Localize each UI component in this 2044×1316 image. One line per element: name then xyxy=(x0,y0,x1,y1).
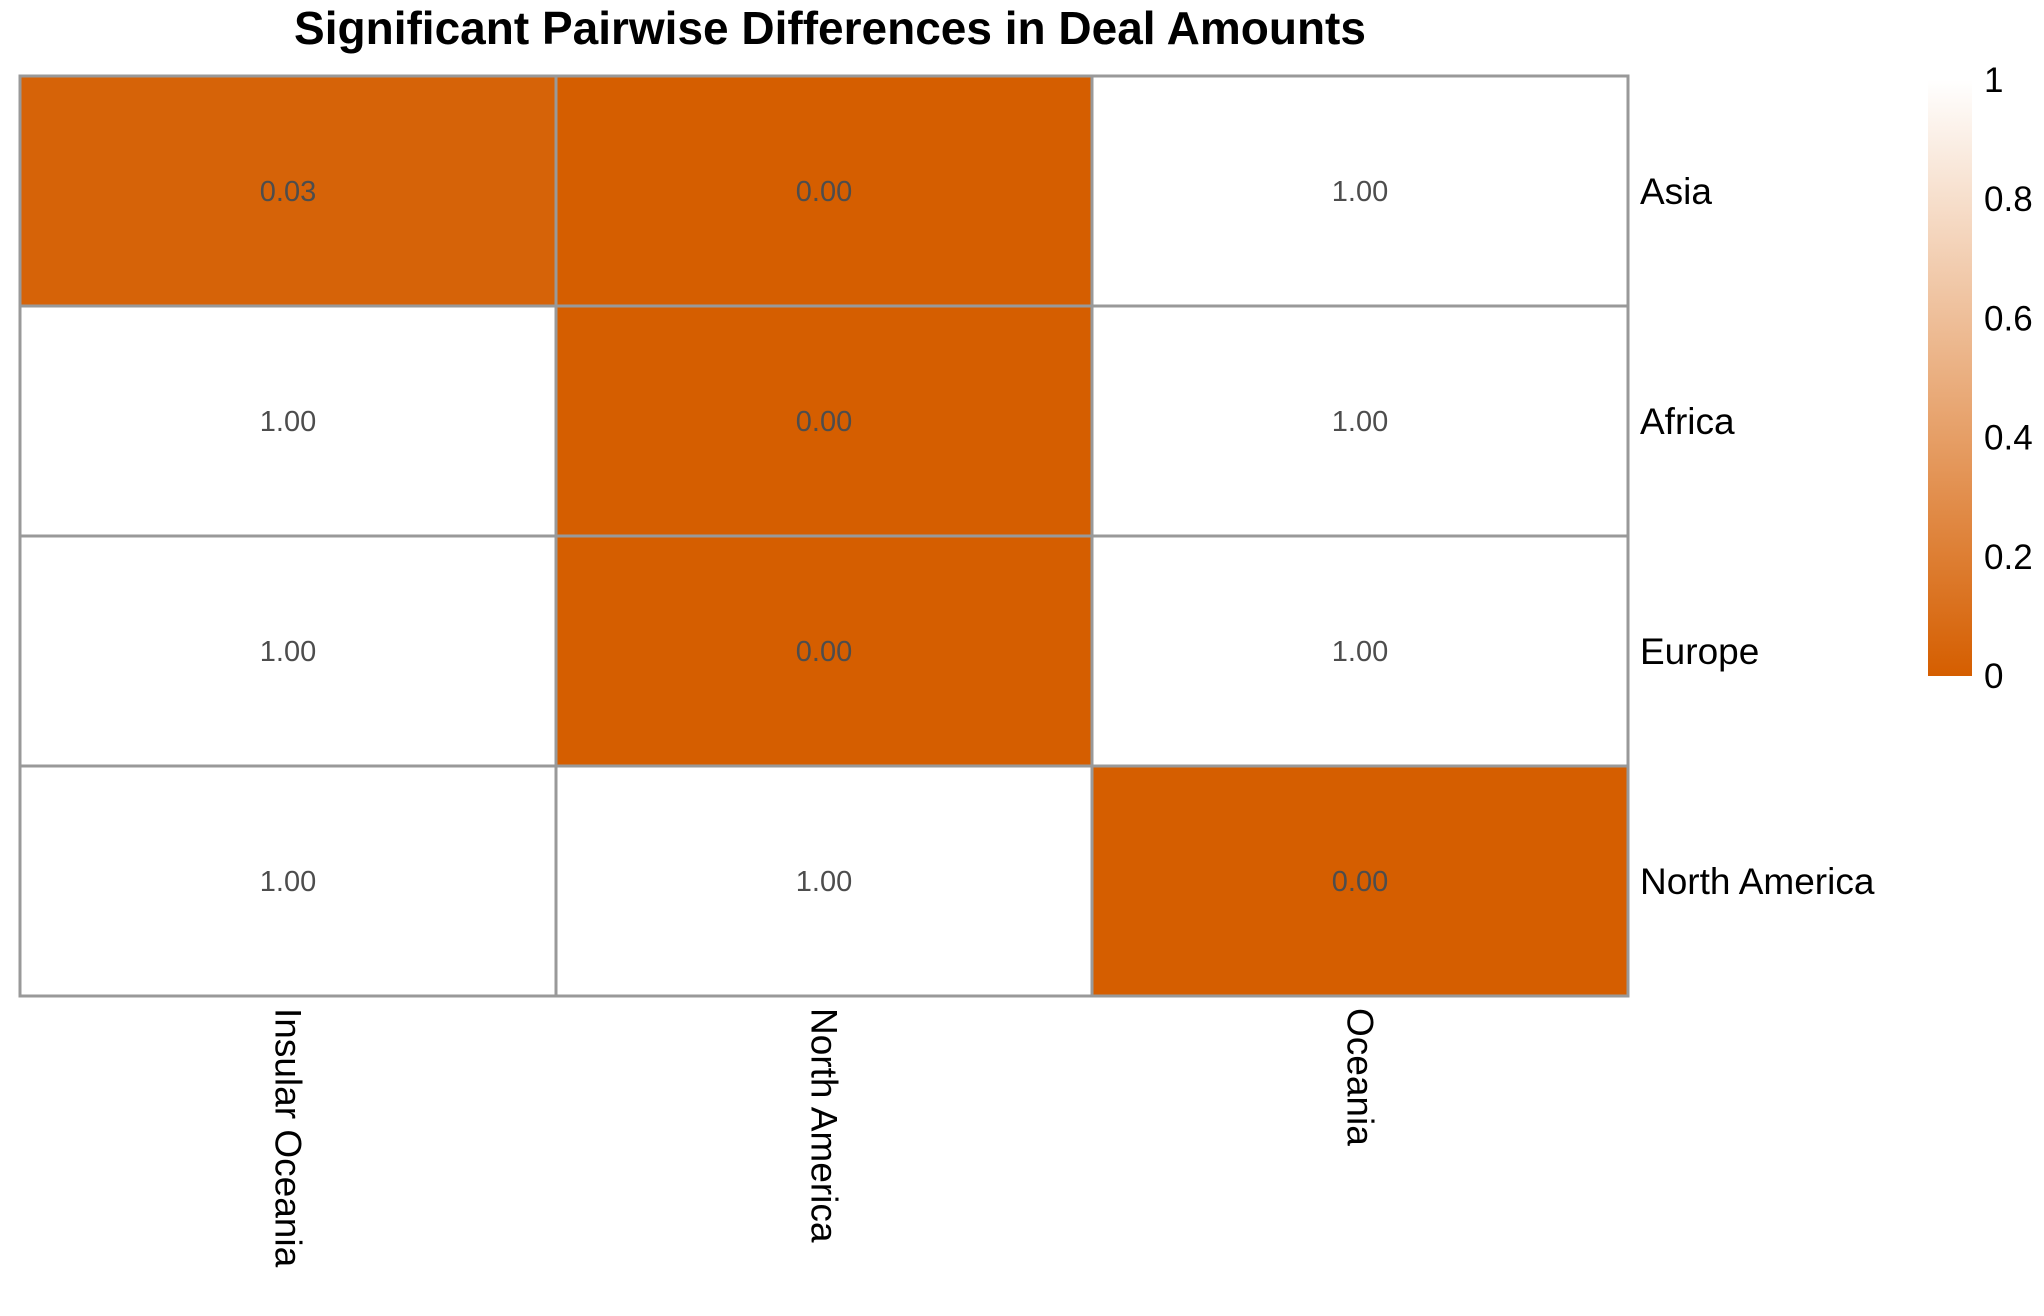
x-tick-label-oceania: Oceania xyxy=(1340,1008,1381,1146)
y-tick-label-north-america: North America xyxy=(1640,861,1875,902)
x-tick-label-insular-oceania: Insular Oceania xyxy=(268,1008,309,1268)
y-tick-label-africa: Africa xyxy=(1640,401,1735,442)
color-legend: 0 0.2 0.4 0.6 0.8 1 xyxy=(1928,61,2033,696)
heatmap-cell-asia-north-america xyxy=(554,74,1094,308)
y-tick-label-europe: Europe xyxy=(1640,631,1759,672)
cell-value-label: 1.00 xyxy=(260,406,316,438)
heatmap-cell-asia-insular-oceania xyxy=(18,74,558,308)
y-axis: Asia Africa Europe North America xyxy=(1640,171,1875,902)
legend-color-bar xyxy=(1928,80,1972,676)
cell-labels: 0.03 0.00 1.00 1.00 0.00 1.00 1.00 0.00 1.00 1.00… xyxy=(260,176,1388,898)
cell-value-label: 1.00 xyxy=(796,866,852,898)
x-tick-label-north-america: North America xyxy=(804,1008,845,1243)
heatmap-cells xyxy=(18,74,1630,998)
cell-value-label: 0.00 xyxy=(796,636,852,668)
legend-tick-label: 1 xyxy=(1984,61,2003,100)
legend-tick-label: 0 xyxy=(1984,657,2003,696)
heatmap-cell-africa-insular-oceania xyxy=(18,304,558,538)
x-axis: Insular Oceania North America Oceania xyxy=(268,1008,1381,1268)
cell-value-label: 0.00 xyxy=(1332,866,1388,898)
heatmap-cell-asia-oceania xyxy=(1090,74,1630,308)
legend-tick-label: 0.4 xyxy=(1984,419,2033,458)
y-tick-label-asia: Asia xyxy=(1640,171,1712,212)
cell-value-label: 0.00 xyxy=(796,176,852,208)
legend-tick-label: 0.8 xyxy=(1984,180,2033,219)
cell-value-label: 0.03 xyxy=(260,176,316,208)
cell-value-label: 1.00 xyxy=(1332,176,1388,208)
legend-tick-label: 0.6 xyxy=(1984,299,2033,338)
cell-value-label: 0.00 xyxy=(796,406,852,438)
heatmap-cell-north-america-insular-oceania xyxy=(18,764,558,998)
heatmap-cell-africa-north-america xyxy=(554,304,1094,538)
legend-tick-label: 0.2 xyxy=(1984,538,2033,577)
chart-title: Significant Pairwise Differences in Deal… xyxy=(294,2,1366,54)
heatmap-cell-europe-north-america xyxy=(554,534,1094,768)
cell-value-label: 1.00 xyxy=(1332,636,1388,668)
cell-value-label: 1.00 xyxy=(260,636,316,668)
heatmap-cell-africa-oceania xyxy=(1090,304,1630,538)
heatmap-cell-north-america-oceania xyxy=(1090,764,1630,998)
cell-value-label: 1.00 xyxy=(1332,406,1388,438)
cell-value-label: 1.00 xyxy=(260,866,316,898)
